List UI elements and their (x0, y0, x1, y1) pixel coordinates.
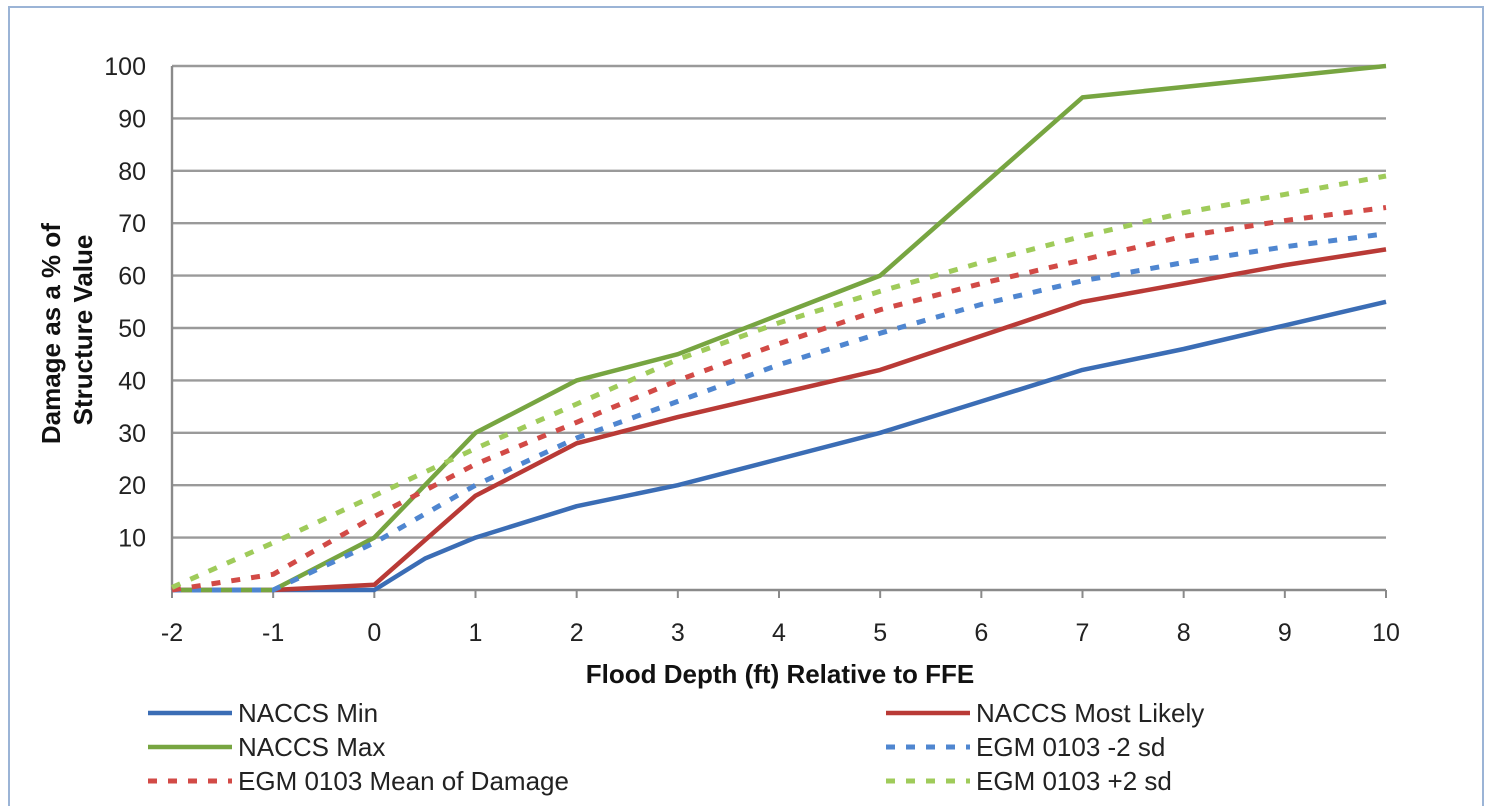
series-line-naccs-most-likely (172, 247, 1387, 593)
legend-label: EGM 0103 +2 sd (976, 766, 1172, 796)
series-line-naccs-max (172, 63, 1387, 593)
x-tick-label: 10 (1372, 619, 1400, 647)
x-tick-label: 8 (1177, 619, 1191, 647)
legend-label: NACCS Max (238, 732, 385, 762)
series-line-egm-0103-2-sd (170, 173, 1387, 590)
x-tick-label: 0 (367, 619, 381, 647)
x-tick-label: 5 (873, 619, 887, 647)
x-tick-label: 2 (570, 619, 584, 647)
y-tick-label: 50 (118, 315, 146, 343)
legend-label: NACCS Min (238, 698, 378, 728)
x-tick-label: 3 (671, 619, 685, 647)
x-tick-label: -2 (161, 619, 183, 647)
x-axis-title: Flood Depth (ft) Relative to FFE (586, 659, 975, 689)
x-tick-label: 4 (772, 619, 786, 647)
y-tick-label: 100 (104, 53, 146, 81)
chart-frame (8, 6, 1484, 806)
series-lines (170, 63, 1387, 593)
y-tick-label: 60 (118, 263, 146, 291)
y-tick-label: 40 (118, 367, 146, 395)
y-tick-label: 10 (118, 525, 146, 553)
legend-label: EGM 0103 -2 sd (976, 732, 1165, 762)
y-tick-label: 20 (118, 472, 146, 500)
grid-lines (172, 64, 1386, 539)
y-axis-title-line-2: Structure Value (68, 235, 98, 426)
legend: NACCS Min NACCS Most Likely NACCS Max EGM 0… (148, 698, 1204, 796)
y-tick-label: 30 (118, 420, 146, 448)
legend-label: NACCS Most Likely (976, 698, 1204, 728)
y-tick-label: 90 (118, 105, 146, 133)
y-axis-title-line-1: Damage as a % of (36, 223, 66, 444)
series-line-egm-0103-mean-of-damage (171, 205, 1387, 593)
x-tick-label: -1 (262, 619, 284, 647)
y-tick-label: 70 (118, 210, 146, 238)
x-tick-label: 7 (1076, 619, 1090, 647)
axes (170, 66, 1387, 598)
y-axis-title: Damage as a % of Structure Value (36, 216, 98, 444)
tick-labels: 10 20 30 40 50 60 70 80 90 100 -2 -1 0 1 2 3 4 5 6 7 8 9 10 (104, 53, 1400, 647)
x-tick-label: 9 (1278, 619, 1292, 647)
x-tick-label: 6 (974, 619, 988, 647)
x-tick-label: 1 (469, 619, 483, 647)
y-tick-label: 80 (118, 158, 146, 186)
legend-label: EGM 0103 Mean of Damage (238, 766, 569, 796)
series-line-naccs-min (172, 299, 1387, 593)
